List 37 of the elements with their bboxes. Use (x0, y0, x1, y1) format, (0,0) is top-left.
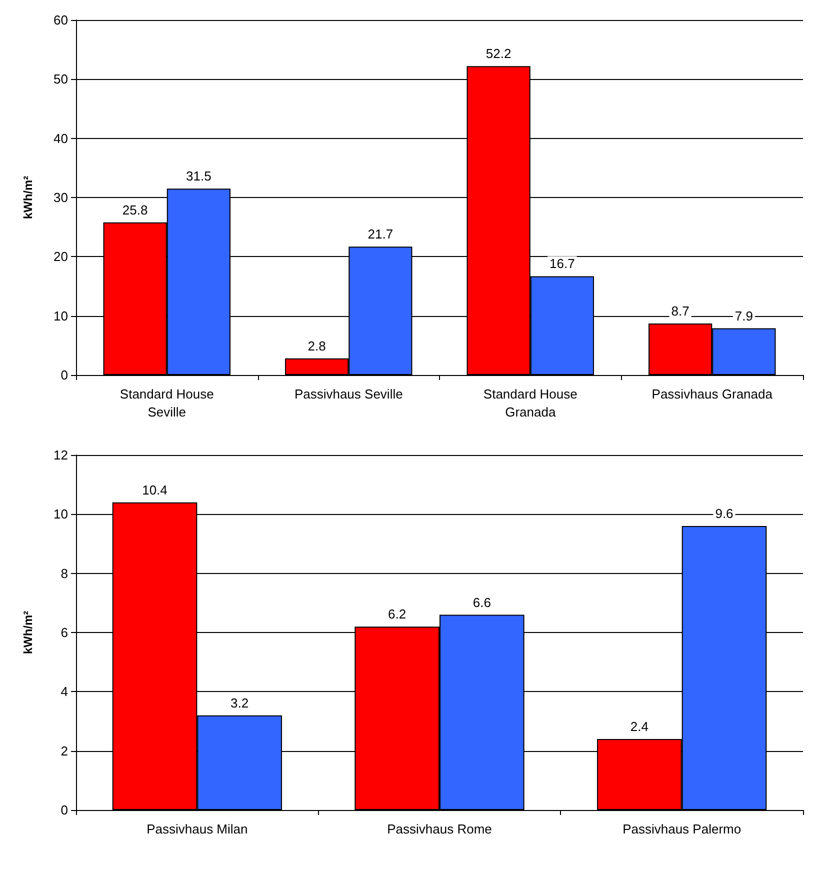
y-tick-label: 2 (60, 743, 68, 758)
y-tick-label: 10 (54, 506, 68, 522)
y-axis-title: kWh/m² (21, 176, 35, 220)
y-tick-label: 6 (60, 625, 68, 640)
data-label: 31.5 (186, 168, 212, 184)
x-tick-label: Passivhaus Milan (146, 822, 248, 836)
data-label: 21.7 (368, 226, 394, 242)
data-label: 6.6 (472, 594, 491, 610)
y-tick-label: 12 (54, 448, 68, 462)
data-label: 6.2 (388, 606, 406, 622)
x-tick-label: Passivhaus Granada (652, 386, 774, 402)
x-tick-label: Passivhaus Palermo (622, 822, 742, 836)
data-label: 16.7 (550, 256, 575, 272)
y-tick-label: 10 (54, 308, 68, 324)
data-label: 3.2 (230, 695, 249, 710)
y-tick-label: 0 (60, 368, 68, 382)
data-label: 52.2 (486, 46, 512, 62)
y-tick-label: 20 (54, 249, 68, 264)
x-tick-label: Passivhaus Rome (387, 822, 492, 836)
x-tick-label: Passivhaus Seville (294, 386, 403, 402)
data-label: 2.8 (308, 338, 326, 354)
y-tick-label: 60 (54, 12, 68, 28)
x-tick-label: Standard House Granada (483, 386, 578, 420)
data-label: 7.9 (734, 308, 753, 324)
x-tick-label: Standard House Seville (120, 386, 214, 420)
y-axis-title: kWh/m² (21, 610, 35, 654)
data-label: 9.6 (715, 506, 734, 521)
y-tick-label: 30 (54, 190, 68, 205)
y-tick-label: 50 (54, 72, 68, 87)
y-tick-label: 4 (60, 684, 68, 700)
y-tick-label: 0 (60, 802, 68, 818)
data-label: 10.4 (142, 482, 168, 498)
y-tick-label: 8 (60, 566, 68, 581)
y-tick-label: 40 (54, 130, 68, 146)
data-label: 8.7 (671, 304, 690, 319)
data-label: 2.4 (630, 719, 648, 734)
data-label: 25.8 (122, 202, 148, 218)
